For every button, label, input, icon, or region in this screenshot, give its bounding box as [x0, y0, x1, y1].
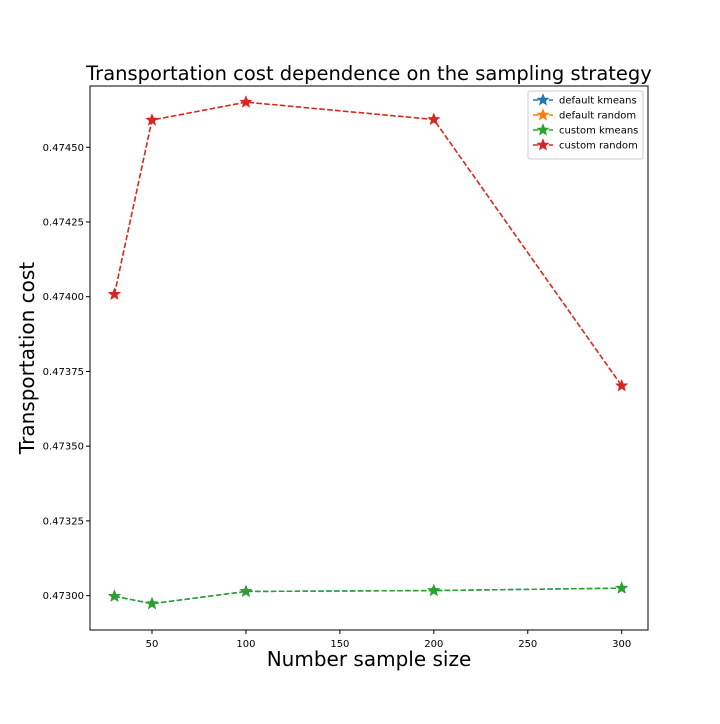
x-axis-ticks: 50 100 150 200 250 300 — [146, 630, 631, 650]
legend-box — [527, 90, 644, 160]
y-tick-label: 0.47425 — [43, 218, 84, 229]
legend-label: custom kmeans — [559, 126, 638, 137]
legend-marker — [536, 123, 550, 136]
y-tick-label: 0.47300 — [43, 591, 84, 602]
series-line-custom-kmeans — [114, 587, 622, 605]
data-point-custom-random — [107, 287, 121, 300]
series-custom-random — [107, 95, 629, 392]
data-point-custom-random — [239, 95, 253, 108]
data-point-custom-kmeans — [239, 584, 253, 597]
data-point-custom-kmeans — [427, 583, 441, 597]
y-tick-label: 0.47400 — [43, 292, 84, 303]
y-tick-label: 0.47350 — [43, 442, 84, 453]
x-axis-label: Number sample size — [267, 647, 472, 671]
data-point-custom-random — [615, 378, 629, 392]
x-tick-label: 50 — [146, 639, 159, 650]
data-point-custom-kmeans — [107, 589, 121, 602]
x-tick-label: 100 — [236, 639, 255, 650]
legend: default kmeans default random custom kmean… — [527, 90, 644, 160]
data-point-custom-kmeans — [615, 581, 629, 594]
legend-label: default random — [559, 111, 636, 122]
y-tick-label: 0.47325 — [43, 516, 84, 527]
legend-marker — [536, 93, 550, 106]
data-point-custom-random — [145, 113, 159, 126]
series-custom-kmeans — [107, 581, 629, 610]
data-point-custom-kmeans — [145, 596, 159, 610]
data-point-custom-random — [427, 112, 441, 125]
x-tick-label: 300 — [612, 639, 631, 650]
legend-label: default kmeans — [559, 96, 637, 107]
y-tick-label: 0.47375 — [43, 367, 84, 378]
legend-label: custom random — [559, 141, 638, 152]
series-layer — [107, 95, 629, 610]
x-tick-label: 200 — [424, 639, 443, 650]
legend-marker — [536, 138, 550, 151]
y-axis-ticks: 0.47300 0.47325 0.47350 0.47375 0.47400 0.474… — [43, 143, 90, 602]
x-tick-label: 150 — [330, 639, 349, 650]
x-tick-label: 250 — [518, 639, 537, 650]
legend-marker — [536, 108, 550, 121]
y-axis-label: Transportation cost — [15, 262, 39, 455]
plot-frame — [89, 85, 649, 631]
chart-title: Transportation cost dependence on the sa… — [85, 62, 652, 85]
y-tick-label: 0.47450 — [43, 143, 84, 154]
